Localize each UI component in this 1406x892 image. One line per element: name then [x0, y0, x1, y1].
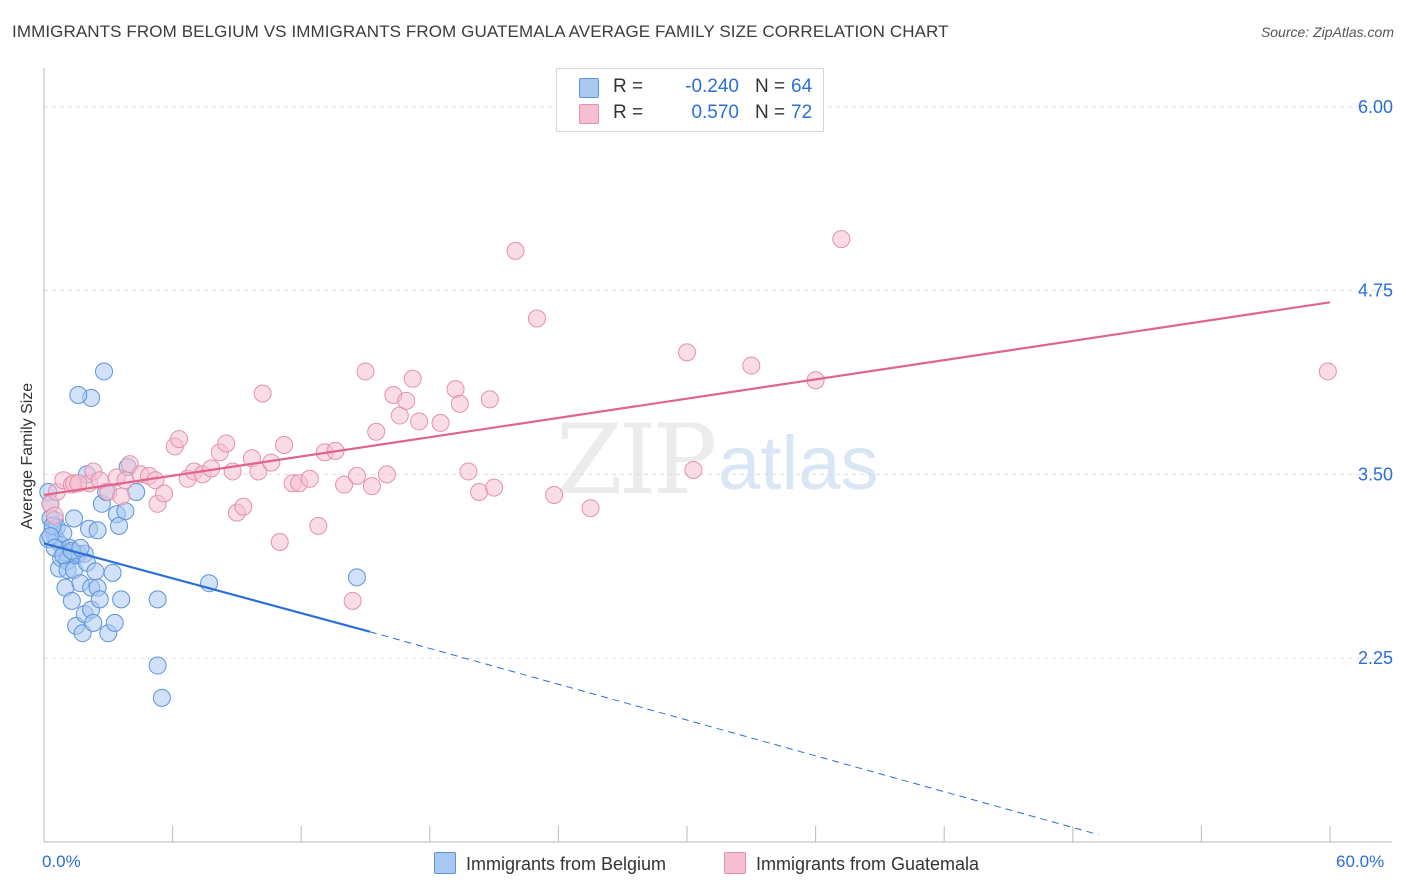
guatemala-point	[450, 394, 469, 413]
guatemala-point	[69, 474, 88, 493]
y-tick-label: 2.25	[1358, 648, 1393, 668]
guatemala-point	[527, 309, 546, 328]
guatemala-point	[545, 485, 564, 504]
belgium-point	[88, 521, 107, 540]
guatemala-point	[155, 484, 174, 503]
y-axis-label: Average Family Size	[19, 382, 36, 530]
belgium-point	[90, 590, 109, 609]
guatemala-point	[410, 412, 429, 431]
guatemala-point	[832, 230, 851, 249]
legend-n-label: N =	[755, 102, 786, 123]
guatemala-trend-line	[43, 301, 1331, 497]
legend-n-value: 64	[791, 76, 813, 97]
belgium-swatch	[434, 852, 456, 874]
guatemala-point	[678, 343, 696, 362]
belgium-point	[148, 590, 167, 609]
guatemala-point	[300, 469, 319, 488]
guatemala-swatch	[724, 852, 746, 874]
y-tick-label: 6.00	[1358, 97, 1393, 117]
guatemala-point	[234, 497, 253, 516]
bottom-legend-belgium-label: Immigrants from Belgium	[466, 854, 667, 874]
legend-r-label: R =	[613, 76, 644, 97]
guatemala-point	[485, 478, 504, 497]
guatemala-point	[362, 477, 381, 496]
belgium-point	[347, 568, 366, 587]
belgium-point	[84, 613, 103, 632]
bottom-legend-guatemala[interactable]: Immigrants from Guatemala	[724, 852, 979, 875]
guatemala-point	[347, 466, 366, 485]
guatemala-point	[506, 241, 525, 260]
y-tick-label: 4.75	[1358, 281, 1393, 301]
watermark-atlas: atlas	[718, 421, 879, 506]
belgium-trend-line	[43, 542, 371, 633]
guatemala-point	[367, 422, 386, 441]
guatemala-point	[1318, 362, 1337, 381]
guatemala-point	[270, 533, 289, 552]
belgium-point	[148, 656, 167, 675]
guatemala-point	[309, 516, 328, 535]
x-tick-label-max: 60.0%	[1336, 852, 1385, 871]
belgium-point	[103, 563, 122, 582]
guatemala-point	[170, 430, 189, 449]
guatemala-point	[742, 356, 761, 375]
belgium-point	[112, 590, 131, 609]
legend-n-value: 72	[791, 102, 813, 123]
source-label: Source: ZipAtlas.com	[1260, 24, 1394, 40]
guatemala-point	[403, 369, 422, 388]
x-tick-label-min: 0.0%	[42, 852, 81, 871]
guatemala-point	[343, 591, 362, 610]
belgium-point	[152, 688, 171, 707]
guatemala-point	[112, 487, 131, 506]
legend-r-value: 0.570	[691, 102, 739, 123]
guatemala-point	[217, 434, 236, 453]
guatemala-point	[684, 460, 703, 479]
legend-n-label: N =	[755, 76, 786, 97]
correlation-legend: R = -0.240 N = 64 R = 0.570 N = 72	[556, 68, 824, 132]
chart-title: IMMIGRANTS FROM BELGIUM VS IMMIGRANTS FR…	[12, 22, 949, 41]
guatemala-point	[253, 384, 272, 403]
y-tick-label: 3.50	[1358, 464, 1393, 484]
guatemala-swatch	[579, 104, 599, 124]
belgium-swatch	[579, 78, 599, 98]
guatemala-point	[397, 391, 416, 410]
belgium-point	[105, 613, 124, 632]
belgium-trend-extrapolation	[369, 631, 1099, 836]
legend-r-value: -0.240	[685, 76, 739, 97]
guatemala-point	[356, 362, 375, 381]
bottom-legend-guatemala-label: Immigrants from Guatemala	[756, 854, 980, 874]
guatemala-point	[275, 435, 294, 454]
legend-r-label: R =	[613, 102, 644, 123]
guatemala-point	[335, 475, 354, 494]
bottom-legend-belgium[interactable]: Immigrants from Belgium	[434, 852, 666, 875]
guatemala-point	[480, 390, 499, 409]
guatemala-point	[470, 483, 489, 502]
belgium-point	[65, 509, 84, 528]
watermark-zip: ZIP	[556, 404, 717, 516]
belgium-point	[86, 562, 105, 581]
belgium-point	[69, 385, 88, 404]
guatemala-point	[45, 506, 64, 525]
guatemala-point	[459, 462, 478, 481]
belgium-point	[95, 362, 114, 381]
guatemala-point	[377, 465, 396, 484]
guatemala-point	[116, 471, 135, 490]
belgium-point	[62, 591, 81, 610]
guatemala-point	[431, 413, 450, 432]
guatemala-point	[581, 499, 600, 518]
